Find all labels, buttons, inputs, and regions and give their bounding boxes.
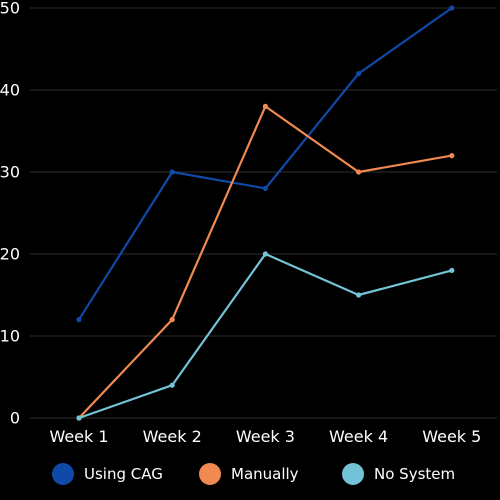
data-point — [449, 267, 455, 273]
data-point — [169, 382, 175, 388]
legend-label: Using CAG — [84, 465, 163, 483]
x-tick-label: Week 5 — [422, 427, 481, 446]
data-point — [356, 292, 362, 298]
data-point — [76, 317, 82, 323]
x-axis-ticks: Week 1 Week 2 Week 3 Week 4 Week 5 — [49, 427, 481, 446]
x-tick-label: Week 4 — [329, 427, 388, 446]
legend-label: Manually — [231, 465, 299, 483]
y-tick-label: 30 — [0, 163, 20, 182]
x-tick-label: Week 2 — [143, 427, 202, 446]
x-tick-label: Week 1 — [49, 427, 108, 446]
data-point — [262, 103, 268, 109]
y-tick-label: 20 — [0, 245, 20, 264]
series-points — [76, 5, 455, 421]
data-point — [449, 153, 455, 159]
data-point — [356, 71, 362, 77]
data-point — [356, 169, 362, 175]
data-point — [449, 5, 455, 11]
legend-swatch — [199, 463, 221, 485]
legend-item[interactable]: No System — [342, 463, 455, 485]
legend-item[interactable]: Using CAG — [52, 463, 163, 485]
x-tick-label: Week 3 — [236, 427, 295, 446]
y-axis-ticks: 0 10 20 30 40 50 — [0, 0, 20, 428]
y-tick-label: 0 — [10, 409, 20, 428]
legend-label: No System — [374, 465, 455, 483]
legend-swatch — [52, 463, 74, 485]
legend-swatch — [342, 463, 364, 485]
legend: Using CAG Manually No System — [52, 463, 455, 485]
data-point — [262, 185, 268, 191]
y-tick-label: 40 — [0, 81, 20, 100]
data-point — [262, 251, 268, 257]
data-point — [169, 317, 175, 323]
data-point — [169, 169, 175, 175]
legend-item[interactable]: Manually — [199, 463, 299, 485]
y-tick-label: 10 — [0, 327, 20, 346]
data-point — [76, 415, 82, 421]
y-tick-label: 50 — [0, 0, 20, 18]
